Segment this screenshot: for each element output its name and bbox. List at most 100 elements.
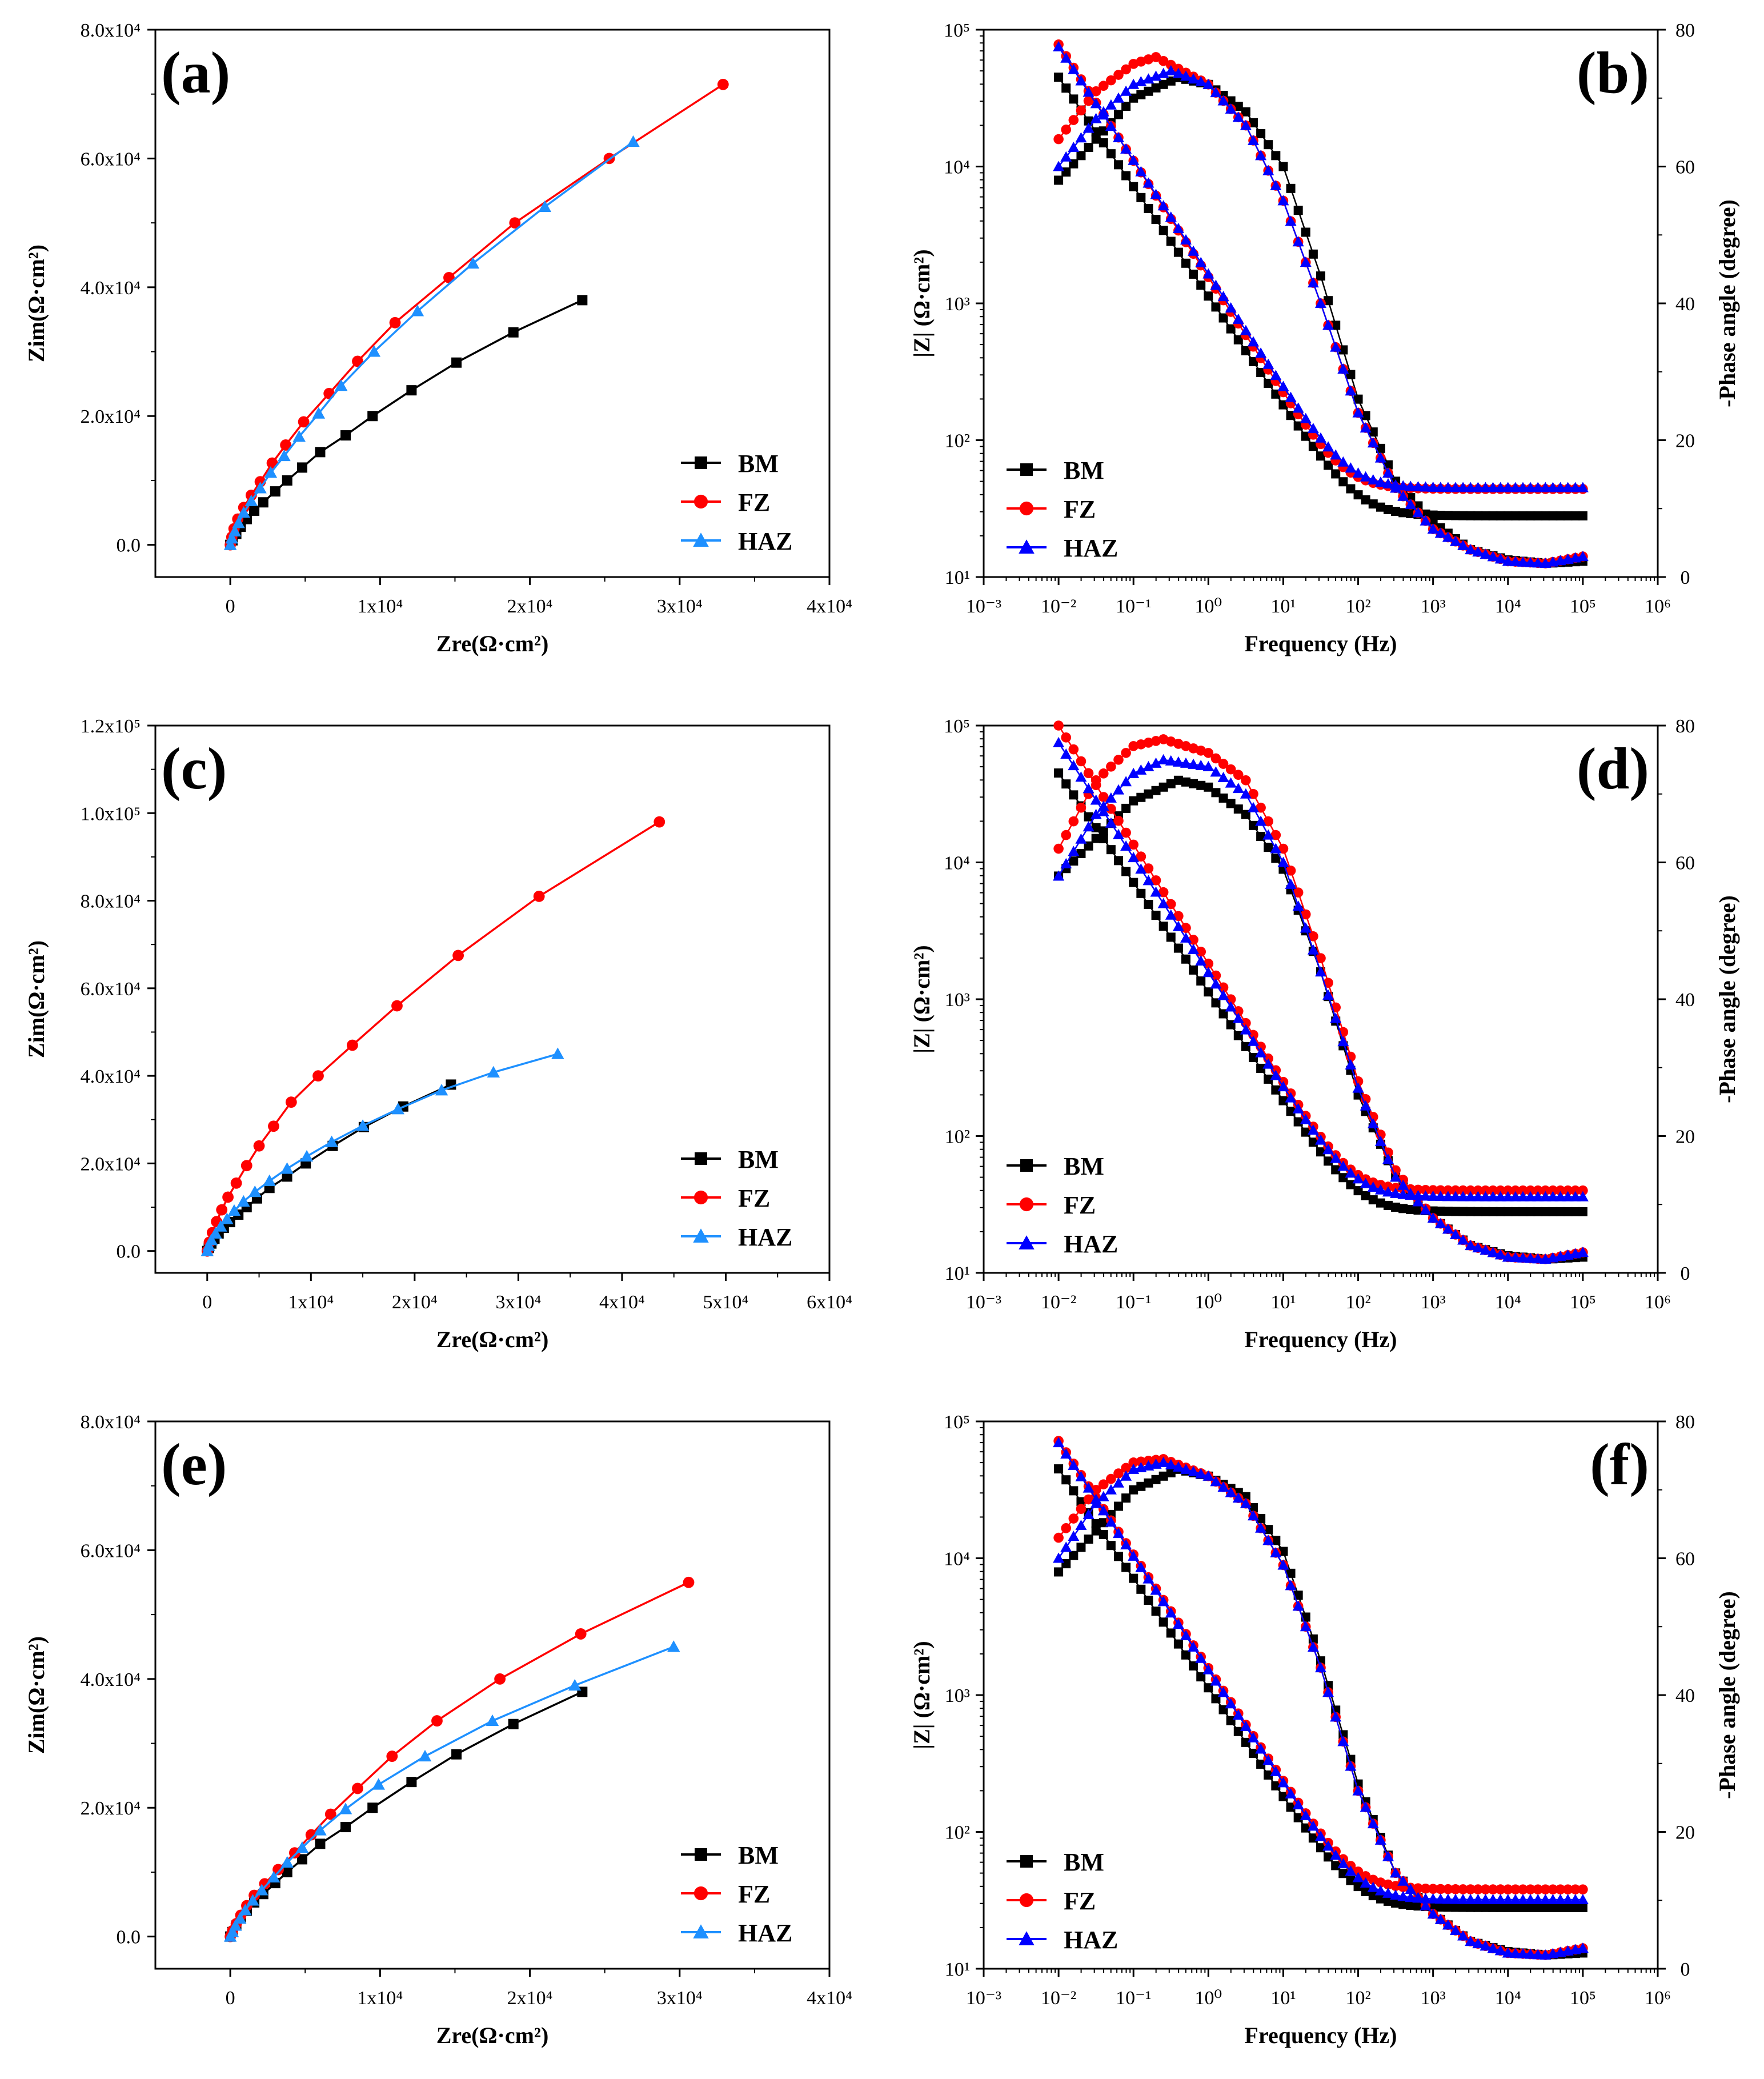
data-point-FZ — [216, 1204, 228, 1216]
phase-point-HAZ — [1068, 141, 1080, 152]
y-tick-label: 10⁴ — [944, 1549, 970, 1570]
impedance-point-HAZ — [1292, 1799, 1304, 1810]
impedance-point-BM — [1069, 1486, 1079, 1496]
impedance-point-BM — [1158, 226, 1168, 235]
impedance-point-BM — [1578, 1207, 1587, 1216]
phase-point-HAZ — [1135, 76, 1147, 87]
impedance-point-HAZ — [1202, 1664, 1214, 1675]
series-line-FZ — [229, 83, 724, 545]
impedance-point-BM — [1398, 1900, 1408, 1909]
impedance-point-BM — [1413, 1901, 1423, 1911]
impedance-point-HAZ — [1277, 1777, 1289, 1788]
x-tick-label: 10⁶ — [1645, 1292, 1671, 1313]
impedance-point-FZ — [1413, 1883, 1424, 1893]
phase-point-FZ — [1076, 1504, 1087, 1515]
impedance-point-BM — [1121, 867, 1131, 876]
y-tick-label: 10⁵ — [944, 20, 970, 41]
phase-point-HAZ — [1172, 67, 1184, 78]
data-point-BM — [282, 475, 292, 486]
phase-point-FZ — [1053, 843, 1064, 854]
y2-tick-label: 0 — [1681, 1263, 1690, 1284]
phase-point-BM — [1144, 86, 1153, 96]
impedance-point-HAZ — [1480, 1191, 1492, 1201]
impedance-point-BM — [1196, 281, 1206, 290]
impedance-point-FZ — [1443, 1884, 1453, 1894]
impedance-point-FZ — [1480, 1185, 1491, 1196]
phase-point-FZ — [1136, 739, 1146, 750]
impedance-point-HAZ — [1315, 1830, 1326, 1841]
impedance-point-BM — [1106, 845, 1116, 855]
impedance-point-BM — [1249, 1052, 1258, 1062]
impedance-point-HAZ — [1307, 1820, 1319, 1831]
impedance-point-HAZ — [1097, 1505, 1109, 1516]
impedance-point-BM — [1443, 511, 1453, 520]
y-axis-label: Zim(Ω·cm²) — [23, 940, 49, 1058]
impedance-point-BM — [1241, 346, 1250, 355]
phase-point-HAZ — [1172, 756, 1184, 767]
data-point-HAZ — [214, 1220, 227, 1232]
impedance-point-HAZ — [1120, 143, 1132, 154]
data-point-BM — [315, 1838, 326, 1849]
phase-point-BM — [1091, 834, 1101, 843]
impedance-point-HAZ — [1330, 449, 1342, 460]
phase-point-BM — [1226, 96, 1236, 106]
y2-tick-label: 40 — [1675, 990, 1695, 1011]
phase-point-HAZ — [1210, 766, 1222, 777]
impedance-point-BM — [1151, 911, 1161, 920]
y-tick-label: 10³ — [945, 294, 970, 315]
legend-label-FZ: FZ — [738, 1184, 770, 1212]
phase-point-HAZ — [1270, 1547, 1282, 1557]
phase-point-HAZ — [1322, 1687, 1334, 1697]
impedance-point-BM — [1466, 511, 1476, 520]
x-tick-label: 10³ — [1421, 1988, 1446, 2009]
impedance-point-FZ — [1158, 887, 1169, 898]
impedance-point-BM — [1144, 899, 1153, 909]
data-point-FZ — [352, 355, 363, 367]
impedance-point-HAZ — [1120, 1539, 1132, 1550]
phase-point-HAZ — [1232, 783, 1244, 794]
phase-point-FZ — [1308, 931, 1318, 942]
phase-point-FZ — [1121, 1463, 1131, 1473]
data-point-HAZ — [278, 449, 291, 462]
phase-point-HAZ — [1120, 85, 1132, 96]
impedance-point-FZ — [1428, 1185, 1438, 1195]
legend-label-HAZ: HAZ — [1064, 1230, 1118, 1258]
impedance-point-BM — [1256, 1063, 1266, 1073]
phase-point-HAZ — [1397, 490, 1409, 501]
impedance-point-HAZ — [1330, 1152, 1342, 1163]
impedance-point-HAZ — [1532, 1894, 1544, 1905]
legend-marker-HAZ — [693, 532, 709, 547]
impedance-point-FZ — [1473, 1884, 1484, 1894]
x-tick-label: 3x10⁴ — [495, 1292, 541, 1313]
y-tick-label: 10⁴ — [944, 157, 970, 178]
data-point-FZ — [683, 1576, 695, 1588]
data-point-HAZ — [314, 1824, 327, 1836]
phase-point-FZ — [1113, 755, 1124, 765]
impedance-point-BM — [1069, 790, 1079, 800]
y-tick-label: 2.0x10⁴ — [81, 1798, 141, 1819]
impedance-point-BM — [1376, 502, 1385, 512]
impedance-point-BM — [1458, 511, 1468, 520]
impedance-point-BM — [1301, 431, 1310, 441]
data-point-FZ — [240, 1160, 252, 1172]
x-tick-label: 10² — [1345, 1988, 1370, 2009]
impedance-point-HAZ — [1105, 817, 1117, 828]
impedance-point-HAZ — [1232, 1012, 1244, 1023]
impedance-point-HAZ — [1487, 1893, 1499, 1904]
impedance-point-HAZ — [1480, 482, 1492, 492]
phase-point-BM — [1173, 775, 1183, 785]
impedance-point-BM — [1428, 1902, 1438, 1912]
data-point-HAZ — [551, 1047, 564, 1059]
phase-point-HAZ — [1509, 1948, 1521, 1958]
y-tick-label: 10² — [945, 431, 970, 452]
legend-label-HAZ: HAZ — [738, 1223, 792, 1251]
impedance-point-BM — [1136, 1584, 1146, 1594]
impedance-point-HAZ — [1517, 482, 1529, 492]
impedance-point-HAZ — [1128, 852, 1140, 863]
impedance-point-FZ — [1518, 1884, 1528, 1894]
phase-point-HAZ — [1105, 99, 1117, 110]
impedance-line-BM — [1058, 1468, 1583, 1909]
impedance-point-FZ — [1218, 982, 1229, 993]
impedance-point-FZ — [1533, 1185, 1544, 1196]
legend-label-FZ: FZ — [1064, 1887, 1096, 1915]
